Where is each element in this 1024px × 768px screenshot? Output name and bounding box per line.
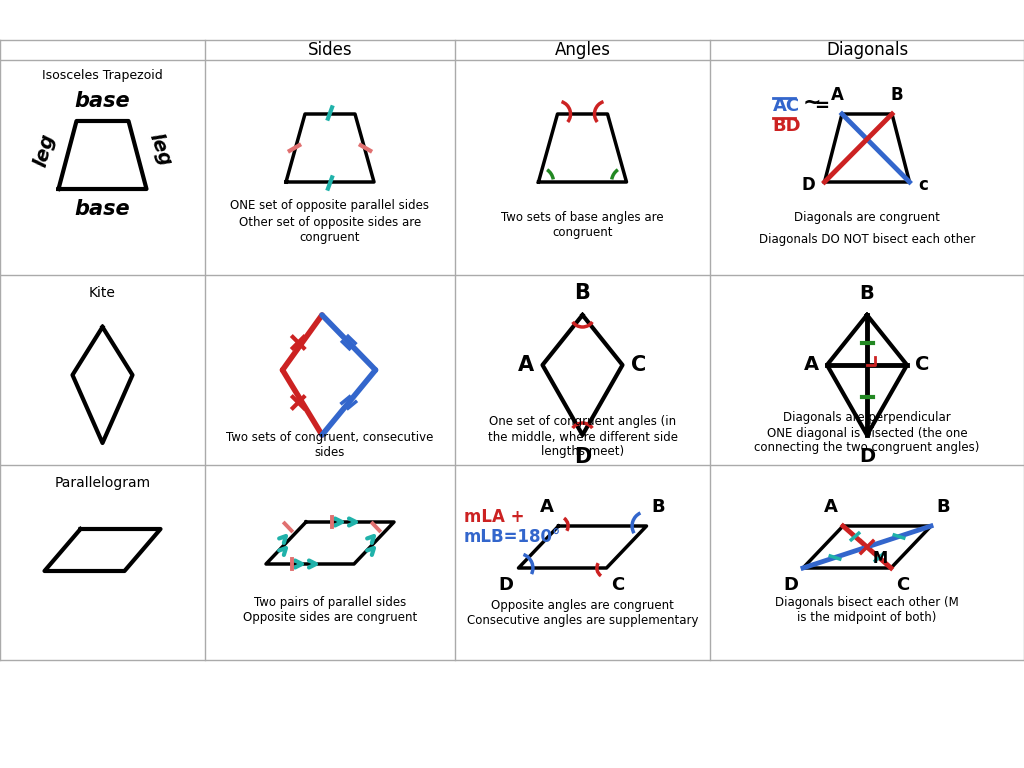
Text: B: B — [936, 498, 949, 516]
Text: Kite: Kite — [89, 286, 116, 300]
Text: mLB=180°: mLB=180° — [464, 528, 561, 546]
Text: A: A — [518, 355, 535, 375]
Text: Diagonals DO NOT bisect each other: Diagonals DO NOT bisect each other — [759, 233, 975, 247]
Text: C: C — [631, 355, 646, 375]
Text: B: B — [574, 283, 591, 303]
Text: =: = — [814, 97, 829, 115]
Text: Two sets of base angles are
congruent: Two sets of base angles are congruent — [501, 211, 664, 239]
Text: mLA +: mLA + — [464, 508, 524, 526]
Text: Sides: Sides — [307, 41, 352, 59]
Text: Two sets of congruent, consecutive
sides: Two sets of congruent, consecutive sides — [226, 431, 434, 459]
Text: leg: leg — [31, 131, 58, 169]
Text: Diagonals: Diagonals — [826, 41, 908, 59]
Text: base: base — [75, 91, 130, 111]
Text: B: B — [859, 284, 874, 303]
Text: Angles: Angles — [555, 41, 610, 59]
Text: One set of congruent angles (in
the middle, where different side
lengths meet): One set of congruent angles (in the midd… — [487, 415, 678, 458]
Text: ~: ~ — [803, 93, 821, 113]
Text: A: A — [804, 356, 819, 375]
Text: A: A — [830, 86, 844, 104]
Text: leg: leg — [145, 131, 175, 169]
Text: D: D — [499, 576, 513, 594]
Text: Diagonals are perpendicular
ONE diagonal is bisected (the one
connecting the two: Diagonals are perpendicular ONE diagonal… — [755, 412, 980, 455]
Text: C: C — [896, 576, 909, 594]
Text: Isosceles Trapezoid: Isosceles Trapezoid — [42, 68, 163, 81]
Text: A: A — [824, 498, 838, 516]
Text: AC: AC — [772, 97, 800, 115]
Text: Two pairs of parallel sides
Opposite sides are congruent: Two pairs of parallel sides Opposite sid… — [243, 596, 417, 624]
Text: B: B — [651, 498, 666, 516]
Text: D: D — [859, 447, 876, 466]
Text: D: D — [802, 176, 815, 194]
Text: A: A — [540, 498, 554, 516]
Text: Diagonals bisect each other (M
is the midpoint of both): Diagonals bisect each other (M is the mi… — [775, 596, 958, 624]
Text: B: B — [891, 86, 903, 104]
Text: ONE set of opposite parallel sides: ONE set of opposite parallel sides — [230, 200, 429, 213]
Text: Other set of opposite sides are
congruent: Other set of opposite sides are congruen… — [239, 216, 421, 244]
Text: C: C — [915, 356, 930, 375]
Text: C: C — [611, 576, 625, 594]
Text: Diagonals are congruent: Diagonals are congruent — [794, 211, 940, 224]
Text: base: base — [75, 199, 130, 219]
Text: BD: BD — [772, 117, 801, 135]
Text: M: M — [873, 551, 888, 566]
Text: c: c — [919, 176, 929, 194]
Text: Opposite angles are congruent
Consecutive angles are supplementary: Opposite angles are congruent Consecutiv… — [467, 599, 698, 627]
Text: D: D — [573, 447, 591, 467]
Text: D: D — [783, 576, 798, 594]
Text: Parallelogram: Parallelogram — [54, 476, 151, 490]
